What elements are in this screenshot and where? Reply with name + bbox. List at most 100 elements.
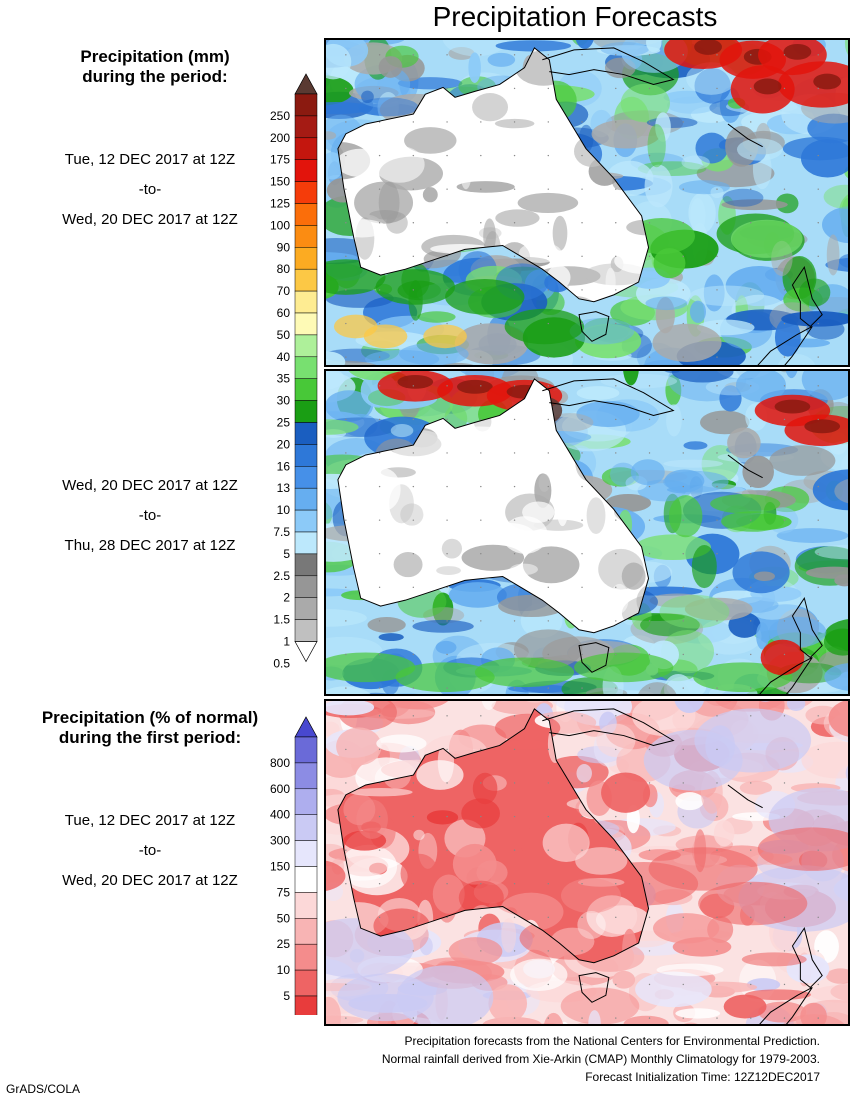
pct-colorbar-swatch <box>294 866 318 893</box>
precip-colorbar-swatch <box>294 597 318 620</box>
precip-colorbar-tick-label: 50 <box>277 328 291 342</box>
period3-sep: -to- <box>138 842 162 859</box>
footer-line1: Precipitation forecasts from the Nationa… <box>404 1034 820 1048</box>
precip-map-period2 <box>326 371 848 694</box>
pct-heading-line1: Precipitation (% of normal) <box>41 708 259 727</box>
precip-colorbar-swatch <box>294 378 318 401</box>
pct-colorbar-swatch <box>294 943 318 971</box>
precip-colorbar-tick-label: 10 <box>277 503 291 517</box>
pct-heading-line2: during the first period: <box>58 728 242 747</box>
precip-colorbar-bottom-arrow <box>294 641 318 663</box>
pct-colorbar-tick-label: 800 <box>270 756 290 770</box>
precip-colorbar-tick-label: 80 <box>277 262 291 276</box>
pct-colorbar-swatch <box>294 918 318 945</box>
pct-colorbar-tick-label: 5 <box>283 989 290 1003</box>
pct-colorbar-tick-label: 150 <box>270 860 290 874</box>
precip-colorbar-tick-label: 200 <box>270 131 290 145</box>
precip-colorbar-tick-label: 7.5 <box>273 525 290 539</box>
period2-end: Thu, 28 DEC 2017 at 12Z <box>64 537 236 554</box>
precip-colorbar-tick-label: 175 <box>270 153 290 167</box>
pct-colorbar: 800 600 400 300 150 75 50 25 10 5 <box>250 715 330 1043</box>
period1-start: Tue, 12 DEC 2017 at 12Z <box>64 151 236 168</box>
period3-dates: Tue, 12 DEC 2017 at 12Z -to- Wed, 20 DEC… <box>40 806 260 896</box>
precip-colorbar-tick-label: 100 <box>270 218 290 232</box>
period1-sep: -to- <box>138 181 162 198</box>
pct-colorbar-top-arrow <box>294 716 318 738</box>
pct-colorbar-swatch <box>294 736 318 764</box>
precip-colorbar-tick-label: 1 <box>283 635 290 649</box>
precip-heading-line2: during the period: <box>82 67 228 86</box>
precip-colorbar-swatch <box>294 444 318 467</box>
precip-colorbar: 250 200 175 150 125 100 90 80 70 60 50 40 35 30 25 20 16… <box>250 72 330 672</box>
precip-colorbar-swatch <box>294 115 318 139</box>
precip-colorbar-swatch <box>294 466 318 489</box>
pct-legend-heading: Precipitation (% of normal) during the f… <box>30 708 270 748</box>
precip-heading-line1: Precipitation (mm) <box>80 47 230 66</box>
pct-colorbar-swatch <box>294 814 318 841</box>
credit-label: GrADS/COLA <box>6 1082 81 1096</box>
pct-colorbar-swatch <box>294 840 318 867</box>
precip-colorbar-tick-label: 25 <box>277 416 291 430</box>
coastlines <box>337 708 823 1024</box>
coastlines <box>337 47 823 365</box>
footer-line2: Normal rainfall derived from Xie-Arkin (… <box>381 1052 820 1066</box>
precip-colorbar-tick-label: 0.5 <box>273 656 290 670</box>
precip-map-period1 <box>326 40 848 365</box>
pct-colorbar-svg: 800 600 400 300 150 75 50 25 10 5 <box>270 716 318 1043</box>
precip-colorbar-tick-label: 13 <box>277 481 291 495</box>
footer-notes: Precipitation forecasts from the Nationa… <box>382 1032 820 1086</box>
precip-colorbar-tick-label: 2 <box>283 591 290 605</box>
map-panel-period1 <box>324 38 850 367</box>
australia-land-field <box>337 708 649 963</box>
precip-colorbar-tick-label: 20 <box>277 437 291 451</box>
precip-colorbar-tick-label: 35 <box>277 372 291 386</box>
precip-colorbar-swatch <box>294 290 318 314</box>
precip-colorbar-swatch <box>294 137 318 160</box>
pct-colorbar-tick-label: 75 <box>277 885 291 899</box>
footer-line3: Forecast Initialization Time: 12Z12DEC20… <box>585 1070 820 1084</box>
precip-colorbar-svg: 2502001751501251009080706050403530252016… <box>270 73 318 670</box>
pct-colorbar-swatch <box>294 995 318 1023</box>
precip-colorbar-swatch <box>294 225 318 248</box>
precip-colorbar-swatch <box>294 159 318 182</box>
precip-colorbar-swatch <box>294 619 318 642</box>
pct-colorbar-tick-label: 300 <box>270 834 290 848</box>
pct-colorbar-swatch <box>294 788 318 815</box>
precip-colorbar-swatch <box>294 487 318 511</box>
precip-colorbar-tick-label: 2.5 <box>273 569 290 583</box>
coastlines <box>337 378 823 694</box>
period3-start: Tue, 12 DEC 2017 at 12Z <box>64 812 236 829</box>
precip-colorbar-swatch <box>294 247 318 270</box>
precip-colorbar-tick-label: 125 <box>270 197 290 211</box>
precip-colorbar-tick-label: 60 <box>277 306 291 320</box>
pct-colorbar-tick-label: 25 <box>277 937 291 951</box>
map-panel-percent <box>324 699 850 1026</box>
precip-colorbar-swatch <box>294 312 318 336</box>
precip-colorbar-tick-label: 5 <box>283 547 290 561</box>
percent-normal-map <box>326 701 848 1024</box>
pct-colorbar-tick-label: 50 <box>277 911 291 925</box>
precip-colorbar-tick-label: 16 <box>277 459 291 473</box>
pct-colorbar-tick-label: 400 <box>270 808 290 822</box>
period1-end: Wed, 20 DEC 2017 at 12Z <box>62 211 238 228</box>
lat-lon-grid <box>345 715 819 1019</box>
precip-colorbar-swatch <box>294 93 318 117</box>
precip-colorbar-tick-label: 40 <box>277 350 291 364</box>
pct-colorbar-swatch <box>294 892 318 919</box>
lat-lon-grid <box>345 385 819 689</box>
map-panel-period2 <box>324 369 850 696</box>
page-title: Precipitation Forecasts <box>432 1 718 32</box>
precip-colorbar-swatch <box>294 181 318 204</box>
precip-colorbar-swatch <box>294 575 318 598</box>
pct-colorbar-tick-label: 600 <box>270 782 290 796</box>
precip-colorbar-swatch <box>294 400 318 423</box>
lat-lon-grid <box>345 54 819 358</box>
period3-end: Wed, 20 DEC 2017 at 12Z <box>62 872 238 889</box>
precip-colorbar-tick-label: 150 <box>270 175 290 189</box>
precip-colorbar-tick-label: 90 <box>277 240 291 254</box>
precip-colorbar-swatch <box>294 531 318 555</box>
precip-colorbar-swatch <box>294 334 318 358</box>
period1-dates: Tue, 12 DEC 2017 at 12Z -to- Wed, 20 DEC… <box>40 145 260 235</box>
precip-legend-heading: Precipitation (mm) during the period: <box>40 47 270 87</box>
precip-colorbar-tick-label: 70 <box>277 284 291 298</box>
